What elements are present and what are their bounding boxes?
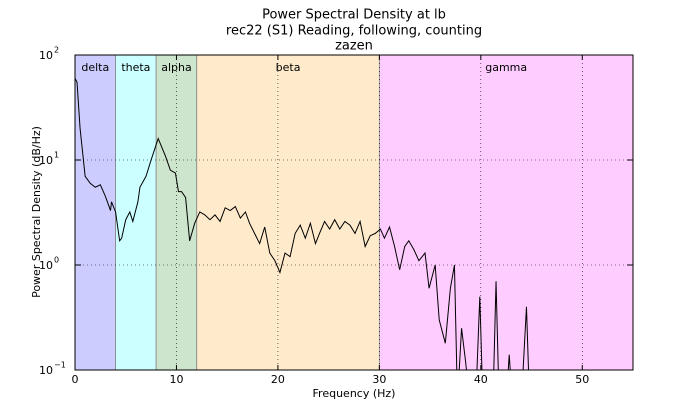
chart-title: zazen <box>335 39 373 54</box>
x-tick-label: 20 <box>271 373 285 386</box>
band-label: theta <box>121 61 150 74</box>
y-tick-base: 10 <box>39 154 53 167</box>
y-tick-exponent: 0 <box>54 256 59 265</box>
x-tick-label: 50 <box>575 373 589 386</box>
chart-title: Power Spectral Density at lb <box>262 8 446 23</box>
band <box>155 54 198 371</box>
y-tick-exponent: 2 <box>54 46 59 55</box>
plot-frame <box>74 54 634 371</box>
band <box>378 54 634 371</box>
y-tick-exponent: −1 <box>54 361 66 370</box>
psd-line <box>75 78 530 370</box>
y-tick-label: 10 2 <box>39 46 59 63</box>
chart-title: rec22 (S1) Reading, following, counting <box>226 24 482 39</box>
band-label: delta <box>81 61 109 74</box>
y-tick-base: 10 <box>39 49 53 62</box>
y-axis-label: Power Spectral Density (dB/Hz) <box>30 126 43 298</box>
x-axis-label: Frequency (Hz) <box>313 387 396 400</box>
y-tick-label: 10 −1 <box>39 361 66 378</box>
x-tick-label: 0 <box>72 373 79 386</box>
y-tick-base: 10 <box>39 259 53 272</box>
band <box>196 54 380 371</box>
y-tick-label: 10 0 <box>39 256 59 273</box>
x-tick-label: 10 <box>169 373 183 386</box>
y-tick-exponent: 1 <box>54 151 59 160</box>
band-label: beta <box>276 61 301 74</box>
y-tick-base: 10 <box>39 364 53 377</box>
x-tick-label: 30 <box>372 373 386 386</box>
band <box>115 54 157 371</box>
y-tick-label: 10 1 <box>39 151 59 168</box>
band <box>74 54 116 371</box>
x-tick-label: 40 <box>474 373 488 386</box>
band-label: gamma <box>485 61 527 74</box>
